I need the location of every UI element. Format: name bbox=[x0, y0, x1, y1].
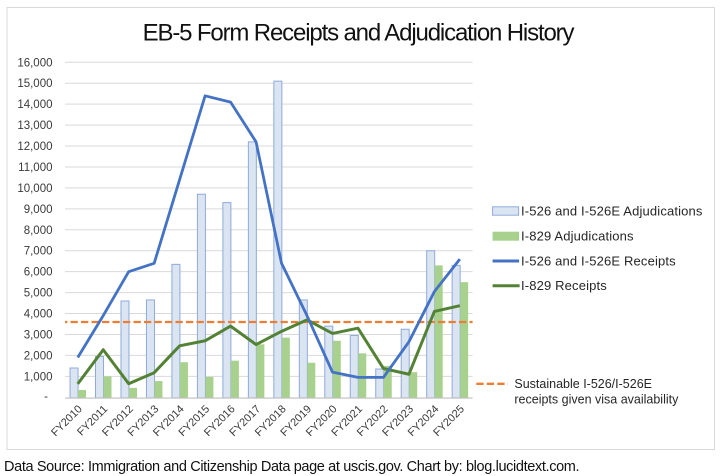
svg-text:I-829 Receipts: I-829 Receipts bbox=[521, 278, 607, 293]
svg-text:Sustainable I-526/I-526E: Sustainable I-526/I-526E bbox=[514, 377, 652, 391]
svg-text:13,000: 13,000 bbox=[17, 120, 52, 132]
svg-text:4,000: 4,000 bbox=[24, 309, 53, 321]
svg-text:16,000: 16,000 bbox=[17, 57, 52, 69]
svg-text:9,000: 9,000 bbox=[24, 204, 53, 216]
svg-text:6,000: 6,000 bbox=[24, 267, 53, 279]
svg-text:I-526 and I-526E Adjudications: I-526 and I-526E Adjudications bbox=[521, 203, 703, 218]
svg-text:EB-5 Form Receipts and Adjudic: EB-5 Form Receipts and Adjudication Hist… bbox=[143, 20, 575, 47]
svg-text:15,000: 15,000 bbox=[17, 78, 52, 90]
svg-text:7,000: 7,000 bbox=[24, 246, 53, 258]
svg-text:10,000: 10,000 bbox=[17, 183, 52, 195]
svg-text:receipts given visa availabili: receipts given visa availability bbox=[514, 392, 679, 406]
svg-text:3,000: 3,000 bbox=[24, 329, 53, 341]
svg-text:2,000: 2,000 bbox=[24, 350, 53, 362]
svg-text:5,000: 5,000 bbox=[24, 288, 53, 300]
svg-text:11,000: 11,000 bbox=[18, 162, 52, 174]
svg-text:1,000: 1,000 bbox=[24, 371, 53, 383]
svg-text:-: - bbox=[44, 391, 48, 403]
svg-text:I-526 and I-526E Receipts: I-526 and I-526E Receipts bbox=[521, 253, 676, 268]
svg-text:14,000: 14,000 bbox=[17, 99, 52, 111]
svg-text:I-829 Adjudications: I-829 Adjudications bbox=[521, 229, 634, 244]
svg-text:8,000: 8,000 bbox=[24, 225, 53, 237]
svg-text:12,000: 12,000 bbox=[17, 141, 52, 153]
svg-text:Data Source: Immigration and C: Data Source: Immigration and Citizenship… bbox=[4, 459, 579, 475]
